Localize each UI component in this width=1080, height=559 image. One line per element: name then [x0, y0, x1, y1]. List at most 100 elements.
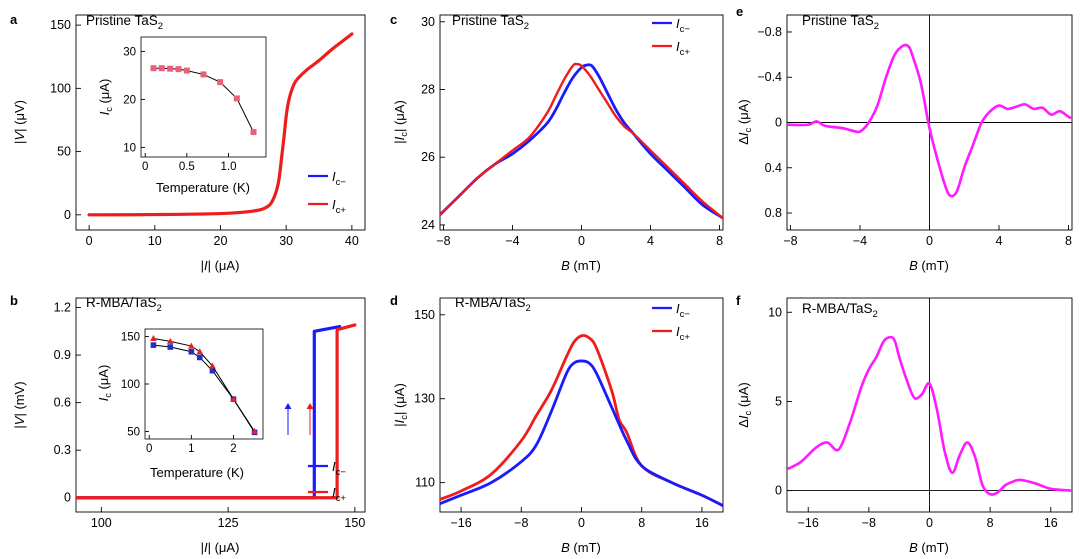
panel-b-xlabel: |I| (μA) — [201, 540, 240, 555]
panel-label-d: d — [390, 293, 398, 308]
panel-e: e Pristine TaS2 −8 −4 0 4 8 −0.8 −0.4 0 0.4 0.8 B… — [736, 4, 1073, 273]
y-tick-label: 0.4 — [765, 161, 782, 175]
panel-a-series — [87, 32, 354, 217]
x-tick-label: 10 — [148, 234, 162, 248]
inset-b-marker-square — [167, 344, 174, 350]
x-tick-label: 4 — [996, 234, 1003, 248]
panel-d-title: R-MBA/TaS2 — [455, 295, 531, 314]
x-tick-label: 0.5 — [179, 161, 195, 173]
panel-c: c Pristine TaS2 −8 −4 0 4 8 24 26 28 30 B (mT) |… — [390, 12, 724, 273]
legend-b-icplus-label: Ic+ — [332, 485, 346, 504]
y-tick-label: 1.2 — [54, 301, 71, 315]
panel-label-f: f — [736, 293, 741, 308]
inset-b-marker-triangle — [150, 334, 157, 341]
inset-a-xlabel: Temperature (K) — [156, 180, 250, 195]
x-tick-label: 8 — [987, 516, 994, 530]
inset-b-xlabel: Temperature (K) — [150, 465, 244, 480]
y-tick-label: 0 — [64, 491, 71, 505]
x-tick-label: 8 — [638, 516, 645, 530]
x-tick-label: −4 — [853, 234, 867, 248]
panel-c-axes: −8 −4 0 4 8 24 26 28 30 — [421, 15, 723, 248]
y-tick-label: −0.8 — [757, 25, 782, 39]
panel-e-title: Pristine TaS2 — [802, 13, 879, 32]
panel-a-ylabel: |V| (μV) — [12, 100, 27, 144]
y-tick-label: 28 — [421, 82, 435, 96]
series-c-icminus — [440, 63, 723, 220]
y-tick-label: 0.6 — [54, 396, 71, 410]
arrow-b-red-head — [306, 403, 314, 409]
x-tick-label: −16 — [798, 516, 819, 530]
inset-b-frame — [144, 328, 264, 440]
y-tick-label: 0 — [775, 484, 782, 498]
panel-e-axes: −8 −4 0 4 8 −0.8 −0.4 0 0.4 0.8 — [757, 15, 1072, 248]
panel-e-xlabel: B (mT) — [909, 258, 949, 273]
panel-b-inset: 0 1 2 50 100 150 Temperature (K) Ic (μA) — [96, 328, 264, 480]
panel-f-axes: −16 −8 0 8 16 0 5 10 — [768, 298, 1072, 530]
series-a-icplus — [87, 32, 354, 217]
panel-a-inset: 0 0.5 1.0 10 20 30 Temperature (K) Ic (μA) — [97, 36, 267, 195]
x-tick-label: −16 — [450, 516, 471, 530]
panel-label-a: a — [10, 12, 18, 27]
inset-a-marker — [233, 95, 240, 102]
x-tick-label: 125 — [218, 516, 239, 530]
y-tick-label: 0.9 — [54, 348, 71, 362]
x-tick-label: 0 — [578, 516, 585, 530]
x-tick-label: 1.0 — [221, 161, 237, 173]
panel-f-title: R-MBA/TaS2 — [802, 301, 878, 320]
y-tick-label: 110 — [415, 476, 435, 490]
panel-d-legend: Ic− Ic+ — [652, 301, 690, 343]
legend-d-icplus-label: Ic+ — [676, 324, 690, 343]
series-d-icminus — [440, 359, 723, 508]
y-tick-label: 26 — [421, 150, 435, 164]
panel-a-title: Pristine TaS2 — [86, 13, 163, 32]
inset-a-marker — [167, 65, 174, 72]
inset-b-axes: 0 1 2 50 100 150 — [121, 332, 237, 455]
x-tick-label: −8 — [783, 234, 797, 248]
legend-b-icminus-label: Ic− — [332, 459, 346, 478]
y-tick-label: 5 — [775, 394, 782, 408]
x-tick-label: 0 — [578, 234, 585, 248]
inset-b-marker-square — [209, 367, 216, 374]
panel-b-frame — [75, 297, 366, 513]
legend-c-icminus-label: Ic− — [676, 16, 690, 35]
x-tick-label: 20 — [214, 234, 228, 248]
panel-f-xlabel: B (mT) — [909, 540, 949, 555]
panel-a-xlabel: |I| (μA) — [201, 258, 240, 273]
x-tick-label: 0 — [926, 234, 933, 248]
y-tick-label: −0.4 — [757, 70, 782, 84]
panel-e-series — [787, 43, 1072, 198]
x-tick-label: 40 — [345, 234, 359, 248]
inset-a-marker — [158, 65, 165, 72]
inset-b-series — [150, 334, 258, 436]
y-tick-label: 50 — [127, 426, 140, 438]
panel-label-b: b — [10, 293, 18, 308]
x-tick-label: 16 — [695, 516, 709, 530]
y-tick-label: 0.8 — [765, 206, 782, 220]
y-tick-label: 0.3 — [54, 443, 71, 457]
x-tick-label: −4 — [505, 234, 519, 248]
panel-d-axes: −16 −8 0 8 16 110 130 150 — [414, 308, 709, 530]
inset-a-series — [150, 65, 257, 136]
series-e-delta — [787, 43, 1072, 198]
panel-d-xlabel: B (mT) — [561, 540, 601, 555]
panel-e-ylabel: ΔIc (μA) — [736, 99, 754, 145]
x-tick-label: 8 — [716, 234, 723, 248]
panel-c-series — [440, 62, 723, 220]
panel-label-c: c — [390, 12, 397, 27]
x-tick-label: 150 — [344, 516, 365, 530]
x-tick-label: 16 — [1044, 516, 1058, 530]
y-tick-label: 0 — [775, 116, 782, 130]
y-tick-label: 10 — [123, 142, 136, 154]
legend-a-icplus-label: Ic+ — [332, 197, 346, 216]
panel-b-series — [76, 323, 357, 500]
inset-b-marker-square — [196, 354, 203, 361]
panel-d-series — [440, 334, 723, 508]
inset-a-marker — [250, 129, 257, 136]
arrow-b-blue-head — [284, 403, 292, 409]
inset-a-marker — [183, 67, 190, 74]
x-tick-label: 8 — [1065, 234, 1072, 248]
x-tick-label: 2 — [230, 443, 236, 455]
